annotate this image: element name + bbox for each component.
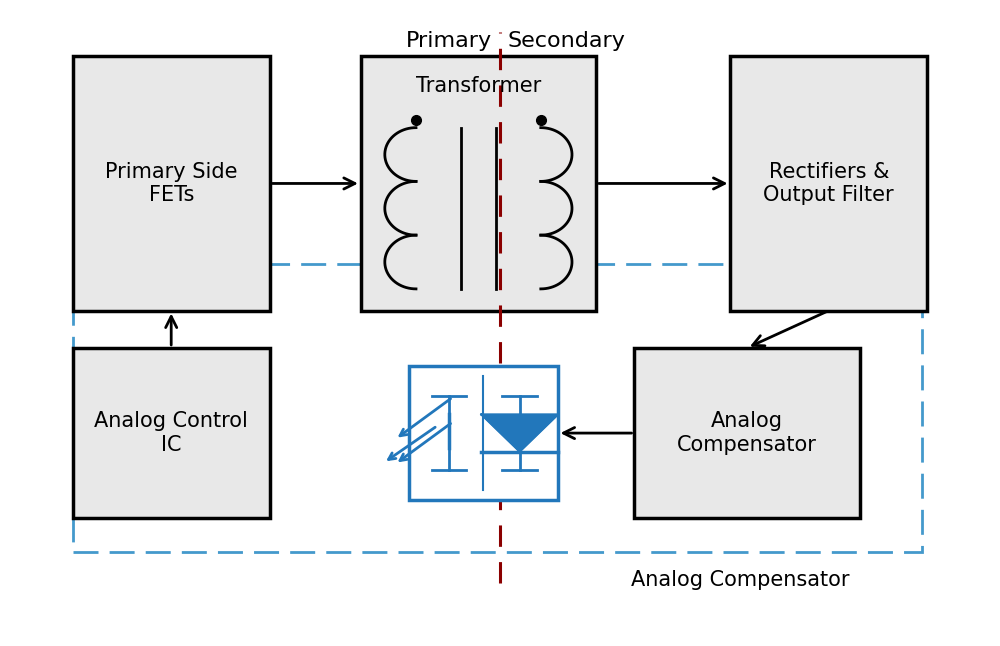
Text: Analog Control
IC: Analog Control IC	[94, 412, 248, 455]
Text: Rectifiers &
Output Filter: Rectifiers & Output Filter	[763, 162, 894, 205]
Text: Analog Compensator: Analog Compensator	[631, 570, 849, 590]
Bar	[361, 56, 596, 311]
Bar	[73, 348, 270, 518]
Bar	[634, 348, 860, 518]
Text: Primary Side
FETs: Primary Side FETs	[105, 162, 237, 205]
Bar	[73, 264, 922, 552]
Text: Secondary: Secondary	[508, 31, 626, 51]
Polygon shape	[481, 415, 558, 452]
Bar	[730, 56, 927, 311]
Bar	[409, 366, 558, 500]
Bar	[73, 56, 270, 311]
Text: Primary: Primary	[406, 31, 492, 51]
Text: Transformer: Transformer	[416, 76, 541, 96]
Text: Analog
Compensator: Analog Compensator	[677, 412, 817, 455]
